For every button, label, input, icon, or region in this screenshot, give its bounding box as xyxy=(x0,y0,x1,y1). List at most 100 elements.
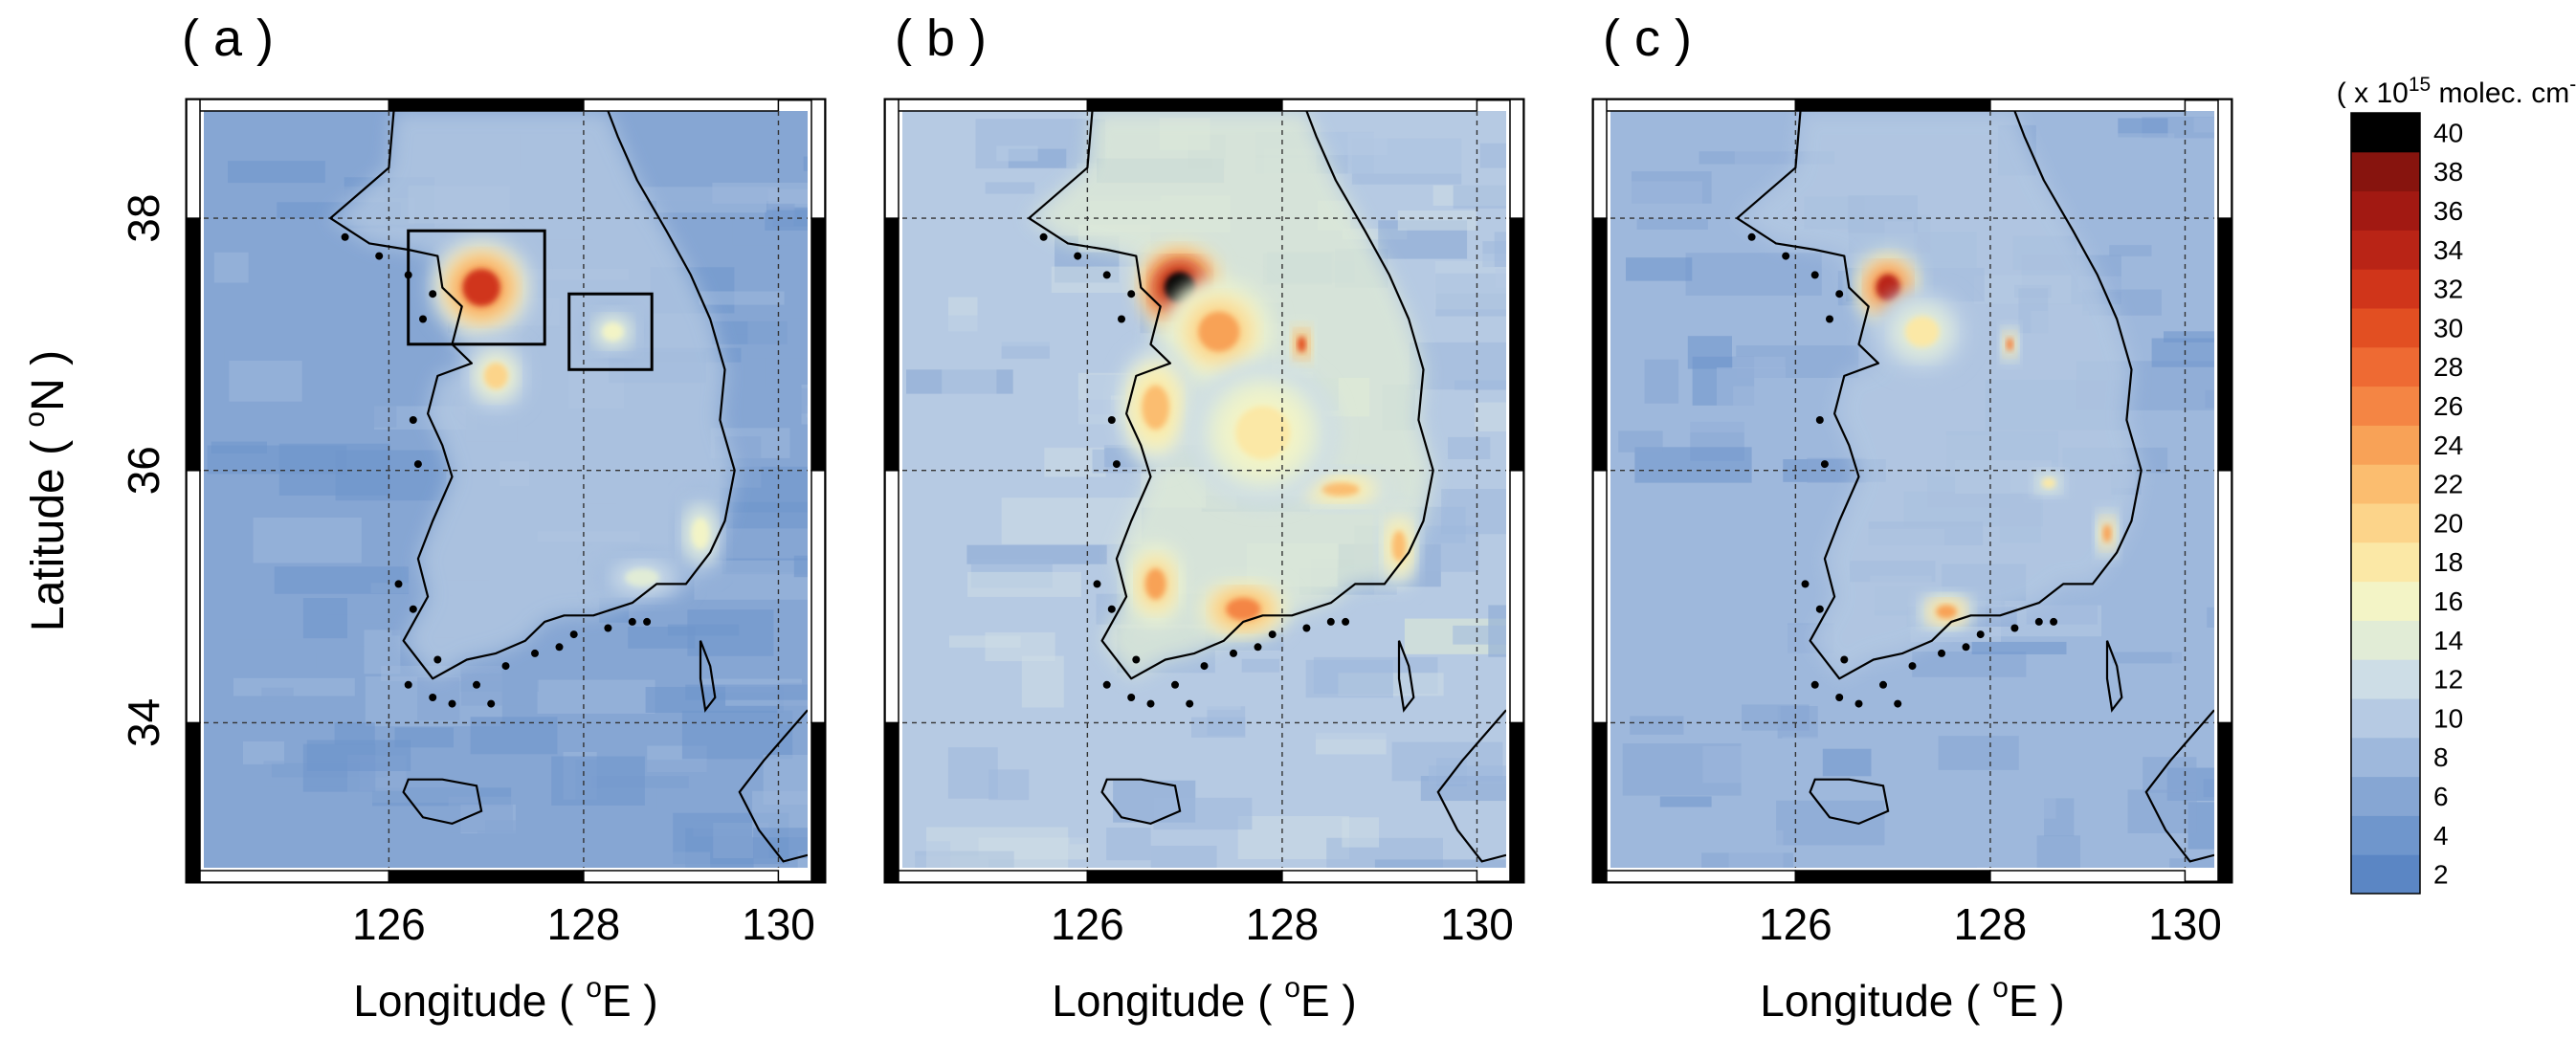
texture-cell xyxy=(788,630,808,648)
frame-tick-bar xyxy=(1509,721,1524,883)
colorbar-tick-label: 38 xyxy=(2433,157,2463,187)
x-tick-labels-c: 126 128 130 xyxy=(1759,899,2222,949)
texture-cell xyxy=(334,722,375,745)
gridlines-a xyxy=(204,111,808,868)
hotspot-level xyxy=(2041,477,2056,489)
texture-cell xyxy=(1734,141,1793,166)
colorbar-swatch xyxy=(2351,230,2420,270)
frame-tick-bar xyxy=(2217,99,2232,219)
frame-tick-bar xyxy=(884,99,899,219)
texture-cell xyxy=(370,583,446,593)
island xyxy=(1908,662,1917,671)
texture-cell xyxy=(801,367,808,381)
colorbar-tick-label: 26 xyxy=(2433,391,2463,421)
x-tick-label: 130 xyxy=(2148,899,2222,949)
colorbar-tick-label: 22 xyxy=(2433,470,2463,499)
texture-cell xyxy=(1342,817,1380,848)
island xyxy=(2050,617,2058,626)
frame-tick-bar xyxy=(1281,99,1478,112)
texture-cell xyxy=(1929,867,1978,868)
colorbar-swatch xyxy=(2351,854,2420,895)
texture-cell xyxy=(2151,338,2214,367)
island xyxy=(1200,662,1209,671)
texture-cell xyxy=(417,676,460,720)
colorbar-swatch xyxy=(2351,815,2420,855)
colorbar-tick-label: 20 xyxy=(2433,508,2463,538)
texture-cell xyxy=(2109,245,2152,256)
colorbar-swatch xyxy=(2351,346,2420,387)
gridlines-c xyxy=(1610,111,2214,868)
map-field-c xyxy=(1610,111,2214,868)
texture-cell xyxy=(261,687,294,702)
texture-cell xyxy=(1453,625,1506,645)
texture-cell xyxy=(207,445,347,475)
texture-cell xyxy=(942,354,997,401)
x-title-end: E ) xyxy=(2009,976,2065,1026)
texture-cell xyxy=(1822,748,1872,777)
texture-cell xyxy=(640,187,780,201)
texture-cell xyxy=(1150,846,1217,868)
colorbar-unit-label: ( x 1015 molec. cm-2 ) xyxy=(2337,74,2576,109)
panel-b: ( b ) 126 128 130 Longitude ( oE ) xyxy=(883,10,1525,1026)
texture-cell xyxy=(949,635,1021,648)
unit-exponent: 15 xyxy=(2409,74,2431,96)
island xyxy=(404,680,412,689)
x-title-end: E ) xyxy=(602,976,658,1026)
frame-tick-bar xyxy=(193,99,390,112)
x-tick-label: 128 xyxy=(547,899,621,949)
island xyxy=(1879,680,1887,689)
hotspot-level xyxy=(1321,482,1360,497)
land-enhancement xyxy=(1737,111,2142,679)
island xyxy=(1810,680,1819,689)
frame-tick-bar xyxy=(1600,870,1797,883)
island xyxy=(419,315,427,323)
frame-tick-bar xyxy=(1794,870,1991,883)
hotspot-level xyxy=(1142,385,1169,430)
island xyxy=(1302,624,1311,632)
texture-cell xyxy=(2207,607,2214,628)
hotspot-level xyxy=(1298,336,1306,353)
island xyxy=(1840,655,1849,664)
island xyxy=(1254,643,1262,652)
texture-cell xyxy=(229,361,302,402)
colorbar-swatches xyxy=(2350,112,2421,895)
texture-cell xyxy=(233,677,355,696)
colorbar-swatch xyxy=(2351,503,2420,543)
y-axis-title: Latitude ( oN ) xyxy=(19,350,74,631)
colorbar-swatch xyxy=(2351,581,2420,621)
y-title-degree: o xyxy=(19,411,51,428)
x-tick-label: 130 xyxy=(1440,899,1514,949)
panel-label-a: ( a ) xyxy=(182,10,274,67)
land-enhancement xyxy=(330,111,735,679)
colorbar-tick-label: 24 xyxy=(2433,431,2463,460)
texture-cell xyxy=(1728,829,1784,868)
frame-tick-bar xyxy=(186,469,201,724)
island xyxy=(1102,680,1111,689)
island xyxy=(1810,271,1819,279)
y-title-main: Latitude ( xyxy=(23,428,74,631)
texture-cell xyxy=(786,387,808,414)
colorbar-tick-label: 6 xyxy=(2433,782,2449,811)
x-title-main: Longitude ( xyxy=(1052,976,1284,1026)
island xyxy=(2010,624,2019,632)
texture-cell xyxy=(1302,700,1397,740)
texture-cell xyxy=(1153,797,1253,830)
study-regions-a xyxy=(407,229,654,371)
island xyxy=(448,699,456,708)
hotspot-level xyxy=(2102,524,2112,542)
texture-cell xyxy=(1428,765,1506,785)
map-field-b xyxy=(902,111,1506,868)
japan-coastline xyxy=(1436,709,1506,863)
texture-cell xyxy=(1102,699,1241,711)
texture-cell xyxy=(765,210,808,231)
frame-tick-bar xyxy=(1509,99,1524,219)
texture-cell xyxy=(1618,431,1663,453)
colorbar-tick-label: 16 xyxy=(2433,586,2463,616)
x-title-main: Longitude ( xyxy=(353,976,586,1026)
texture-cell xyxy=(1495,268,1506,288)
frame-tick-bar xyxy=(186,721,201,883)
tsushima-coastline xyxy=(1397,640,1415,713)
frame-tick-bar xyxy=(583,870,780,883)
